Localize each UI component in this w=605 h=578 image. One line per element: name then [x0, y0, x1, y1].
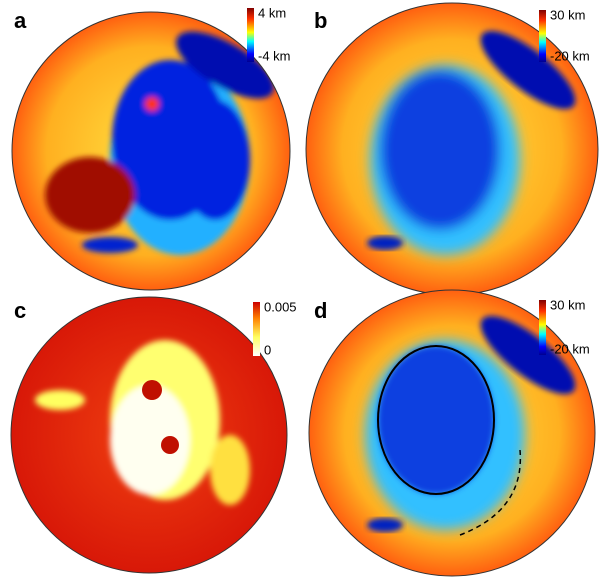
basin-outline-dashed	[459, 449, 522, 536]
colorbar-min: -4 km	[258, 48, 291, 63]
map-c	[11, 297, 287, 573]
colorbar	[539, 300, 546, 355]
colorbar-max: 30 km	[550, 297, 585, 312]
panel-label: b	[314, 8, 327, 33]
map-outline	[308, 289, 596, 577]
colorbar-max: 30 km	[550, 7, 585, 22]
colorbar	[247, 8, 254, 62]
map-d	[309, 290, 595, 576]
basin-outline	[377, 345, 495, 495]
map-a	[12, 12, 290, 290]
colorbar	[539, 10, 546, 62]
map-outline	[11, 11, 291, 291]
panel-label: a	[14, 8, 27, 33]
colorbar-min: -20 km	[550, 48, 590, 63]
panel-label: c	[14, 298, 26, 323]
colorbar-min: -20 km	[550, 341, 590, 356]
colorbar-max: 4 km	[258, 5, 286, 20]
map-b	[306, 3, 598, 295]
colorbar-min: 0	[264, 342, 271, 357]
colorbar-max: 0.005	[264, 299, 297, 314]
panel-label: d	[314, 298, 327, 323]
colorbar	[253, 302, 260, 356]
map-outline	[10, 296, 288, 574]
